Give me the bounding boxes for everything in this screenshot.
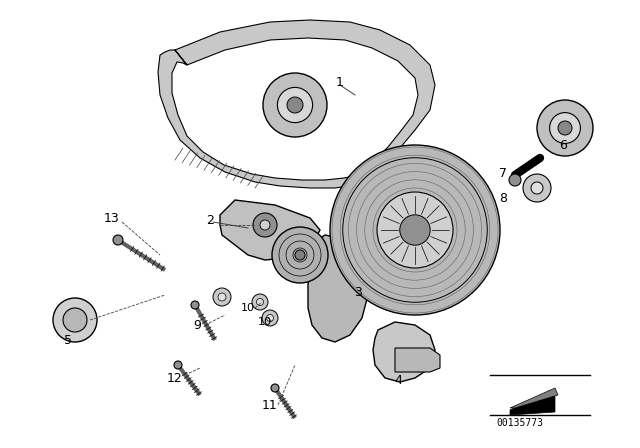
Circle shape — [295, 250, 305, 260]
Circle shape — [266, 314, 273, 322]
Polygon shape — [373, 322, 435, 382]
Circle shape — [550, 112, 580, 143]
Circle shape — [558, 121, 572, 135]
Text: 11: 11 — [262, 399, 278, 412]
Polygon shape — [510, 390, 555, 415]
Circle shape — [218, 293, 226, 301]
Circle shape — [174, 361, 182, 369]
Polygon shape — [220, 200, 320, 260]
Polygon shape — [395, 348, 440, 372]
Circle shape — [537, 100, 593, 156]
Circle shape — [377, 192, 453, 268]
Circle shape — [252, 294, 268, 310]
Polygon shape — [510, 388, 558, 408]
Circle shape — [262, 310, 278, 326]
Circle shape — [113, 235, 123, 245]
Text: 3: 3 — [354, 285, 362, 298]
Text: 2: 2 — [206, 214, 214, 227]
Circle shape — [63, 308, 87, 332]
Circle shape — [531, 182, 543, 194]
Circle shape — [263, 73, 327, 137]
Circle shape — [257, 298, 264, 306]
Polygon shape — [158, 20, 435, 188]
Text: 00135773: 00135773 — [497, 418, 543, 428]
Text: 12: 12 — [167, 371, 183, 384]
Text: 9: 9 — [193, 319, 201, 332]
Text: 10: 10 — [258, 317, 272, 327]
Circle shape — [271, 384, 279, 392]
Circle shape — [213, 288, 231, 306]
Text: 1: 1 — [336, 76, 344, 89]
Circle shape — [287, 97, 303, 113]
Text: 6: 6 — [559, 138, 567, 151]
Circle shape — [509, 174, 521, 186]
Circle shape — [523, 174, 551, 202]
Text: 13: 13 — [104, 211, 120, 224]
Text: 10: 10 — [241, 303, 255, 313]
Text: 8: 8 — [499, 191, 507, 204]
Polygon shape — [308, 235, 368, 342]
Circle shape — [53, 298, 97, 342]
Circle shape — [400, 215, 430, 245]
Text: 7: 7 — [499, 167, 507, 180]
Circle shape — [277, 87, 312, 123]
Circle shape — [272, 227, 328, 283]
Circle shape — [260, 220, 270, 230]
Text: 5: 5 — [64, 333, 72, 346]
Circle shape — [330, 145, 500, 315]
Circle shape — [253, 213, 277, 237]
Text: 4: 4 — [394, 374, 402, 387]
Circle shape — [191, 301, 199, 309]
